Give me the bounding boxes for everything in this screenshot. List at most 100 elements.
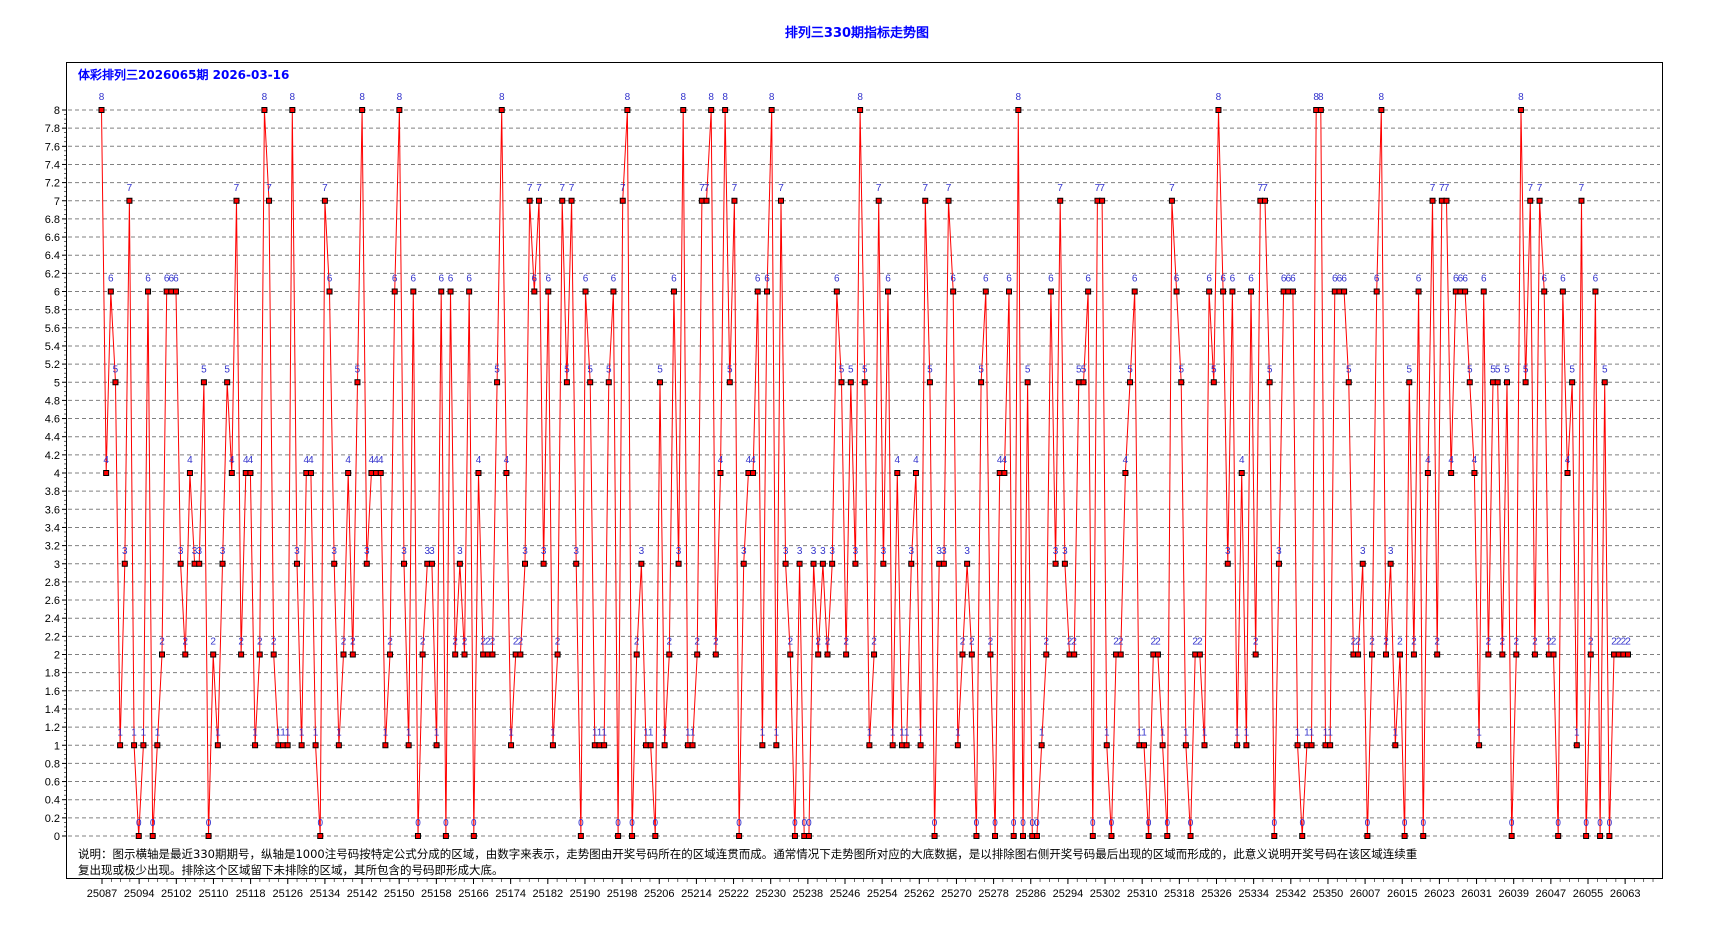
- data-point-marker: [284, 742, 291, 749]
- data-point-marker: [810, 560, 817, 567]
- data-point-marker: [968, 651, 975, 658]
- data-point-label: 3: [573, 546, 579, 557]
- y-tick-label: 4.2: [45, 450, 60, 462]
- data-point-marker: [1299, 833, 1306, 839]
- data-point-marker: [1415, 288, 1422, 295]
- data-point-marker: [880, 560, 887, 567]
- data-point-label: 3: [178, 546, 184, 557]
- data-point-marker: [1154, 651, 1161, 658]
- data-point-label: 3: [639, 546, 645, 557]
- y-tick-label: 2.4: [45, 613, 60, 625]
- data-point-label: 0: [1509, 818, 1515, 829]
- data-point-label: 7: [1057, 183, 1063, 194]
- data-point-label: 0: [415, 818, 421, 829]
- data-point-marker: [1341, 288, 1348, 295]
- data-point-label: 8: [290, 92, 296, 103]
- data-point-marker: [829, 560, 836, 567]
- x-tick-label: 25174: [495, 888, 526, 900]
- data-point-label: 2: [1067, 637, 1073, 648]
- data-point-marker: [787, 651, 794, 658]
- data-point-label: 2: [420, 637, 426, 648]
- data-point-marker: [1220, 288, 1227, 295]
- data-point-marker: [1052, 560, 1059, 567]
- data-point-label: 0: [1583, 818, 1589, 829]
- plot-area: [66, 62, 1663, 879]
- data-point-marker: [1127, 379, 1134, 386]
- x-tick-label: 25142: [347, 888, 378, 900]
- data-point-label: 7: [1258, 183, 1264, 194]
- x-tick-label: 25238: [793, 888, 824, 900]
- data-point-label: 3: [457, 546, 463, 557]
- data-point-label: 3: [294, 546, 300, 557]
- data-point-marker: [419, 651, 426, 658]
- data-point-marker: [1252, 651, 1259, 658]
- data-point-label: 3: [853, 546, 859, 557]
- data-point-label: 6: [885, 274, 891, 285]
- data-point-marker: [1289, 288, 1296, 295]
- data-point-label: 2: [871, 637, 877, 648]
- data-point-label: 2: [452, 637, 458, 648]
- data-point-label: 6: [1281, 274, 1287, 285]
- data-point-label: 6: [611, 274, 617, 285]
- data-point-marker: [103, 470, 110, 476]
- data-point-label: 7: [1430, 183, 1436, 194]
- data-point-marker: [377, 470, 384, 476]
- data-point-label: 3: [783, 546, 789, 557]
- data-point-label: 6: [950, 274, 956, 285]
- data-point-marker: [889, 742, 896, 749]
- data-point-marker: [1606, 833, 1613, 839]
- data-point-label: 0: [1188, 818, 1194, 829]
- data-point-label: 6: [1174, 274, 1180, 285]
- data-point-label: 2: [1043, 637, 1049, 648]
- data-point-label: 4: [103, 455, 109, 466]
- data-point-label: 5: [848, 364, 854, 375]
- y-tick-label: 6.2: [45, 268, 60, 280]
- x-tick-label: 25270: [941, 888, 972, 900]
- data-point-label: 2: [1151, 637, 1157, 648]
- data-point-label: 2: [988, 637, 994, 648]
- data-point-label: 4: [1448, 455, 1454, 466]
- data-point-marker: [959, 651, 966, 658]
- x-tick-label: 25278: [978, 888, 1009, 900]
- data-point-label: 8: [99, 92, 105, 103]
- data-point-label: 2: [694, 637, 700, 648]
- data-point-label: 7: [527, 183, 533, 194]
- data-point-label: 3: [1388, 546, 1394, 557]
- data-point-label: 6: [173, 274, 179, 285]
- data-point-marker: [950, 288, 957, 295]
- data-point-label: 1: [508, 727, 514, 738]
- data-point-label: 4: [1565, 455, 1571, 466]
- data-point-label: 6: [1458, 274, 1464, 285]
- data-point-label: 4: [746, 455, 752, 466]
- data-point-label: 6: [671, 274, 677, 285]
- y-tick-label: 4.6: [45, 414, 60, 426]
- data-point-marker: [307, 470, 314, 476]
- data-point-marker: [871, 651, 878, 658]
- data-point-marker: [1401, 833, 1408, 839]
- data-point-marker: [857, 107, 864, 113]
- data-point-label: 2: [969, 637, 975, 648]
- data-point-marker: [1043, 651, 1050, 658]
- data-point-label: 5: [587, 364, 593, 375]
- data-point-label: 1: [406, 727, 412, 738]
- x-tick-label: 26063: [1610, 888, 1641, 900]
- data-point-label: 5: [1523, 364, 1529, 375]
- data-point-label: 6: [164, 274, 170, 285]
- data-point-marker: [1038, 742, 1045, 749]
- data-point-marker: [1369, 651, 1376, 658]
- data-point-marker: [1592, 288, 1599, 295]
- data-point-marker: [466, 288, 473, 295]
- data-point-marker: [270, 651, 277, 658]
- data-point-label: 2: [1411, 637, 1417, 648]
- data-point-marker: [252, 742, 259, 749]
- x-tick-label: 25126: [272, 888, 303, 900]
- data-point-label: 3: [541, 546, 547, 557]
- data-point-marker: [1168, 197, 1175, 204]
- data-point-marker: [1355, 651, 1362, 658]
- data-point-label: 2: [788, 637, 794, 648]
- chart-subtitle: 体彩排列三2026065期 2026-03-16: [78, 68, 290, 82]
- data-point-label: 4: [369, 455, 375, 466]
- data-point-marker: [247, 470, 254, 476]
- y-tick-label: 3.6: [45, 504, 60, 516]
